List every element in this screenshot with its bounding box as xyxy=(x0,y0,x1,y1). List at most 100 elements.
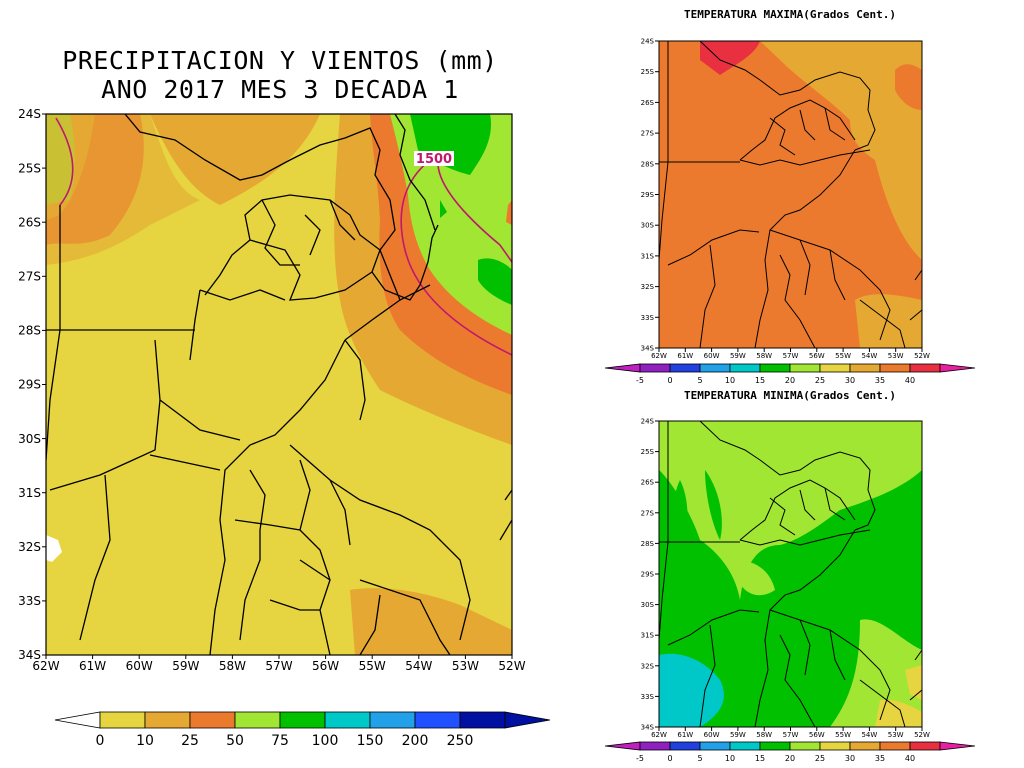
min-colorbar-swatch xyxy=(849,741,881,751)
max-lon-label: 54W xyxy=(861,352,877,360)
max-lat-label: 34S xyxy=(641,344,655,352)
min-colorbar-swatch xyxy=(789,741,821,751)
precip-colorbar-label: 150 xyxy=(357,733,384,749)
max-borders xyxy=(659,41,922,348)
precip-colorbar-swatch xyxy=(414,711,461,729)
max-lon-label: 60W xyxy=(704,352,720,360)
max-colorbar-swatch xyxy=(879,363,911,373)
min-se-lightgreen xyxy=(830,619,922,727)
precip-colorbar-label: 200 xyxy=(402,733,429,749)
min-colorbar-swatch xyxy=(699,741,731,751)
min-lon-label: 60W xyxy=(704,731,720,739)
max-lat-label: 33S xyxy=(641,314,655,322)
max-colorbar-label: 35 xyxy=(875,376,885,385)
max-temp-map xyxy=(659,41,922,348)
precip-lon-label: 52W xyxy=(498,659,525,673)
precip-colorbar-label: 75 xyxy=(271,733,289,749)
max-lat-label: 31S xyxy=(641,252,655,260)
precip-colorbar-swatch xyxy=(459,711,506,729)
precip-colorbar-swatch xyxy=(324,711,371,729)
min-lon-label: 53W xyxy=(888,731,904,739)
precip-lon-label: 57W xyxy=(265,659,292,673)
min-nw-green xyxy=(672,480,688,560)
min-lon-label: 57W xyxy=(783,731,799,739)
precip-colorbar-label: 250 xyxy=(447,733,474,749)
max-colorbar-high-arrow xyxy=(939,363,976,373)
precip-lon-label: 55W xyxy=(359,659,386,673)
precip-contour-east-b xyxy=(437,164,512,263)
min-lat-label: 25S xyxy=(641,448,655,456)
max-colorbar-label: 30 xyxy=(845,376,855,385)
min-sw-cyan xyxy=(659,653,724,727)
min-colorbar-swatch xyxy=(639,741,671,751)
max-lon-label: 56W xyxy=(809,352,825,360)
max-colorbar-label: 25 xyxy=(815,376,825,385)
contour-label-box xyxy=(414,151,454,166)
precip-lon-label: 53W xyxy=(452,659,479,673)
max-nw-red xyxy=(700,41,760,75)
precip-ne-green1 xyxy=(410,114,491,175)
max-colorbar-swatch xyxy=(669,363,701,373)
min-center-lightgreen xyxy=(735,560,775,596)
min-north-lightgreen xyxy=(659,421,922,600)
precip-colorbar-high-arrow xyxy=(504,711,551,729)
max-colorbar-label: -5 xyxy=(636,376,644,385)
precip-contour-east-a xyxy=(400,159,512,356)
max-lat-label: 24S xyxy=(641,37,655,45)
max-colorbar-swatch xyxy=(699,363,731,373)
max-lat-label: 26S xyxy=(641,99,655,107)
min-colorbar-swatch xyxy=(879,741,911,751)
precip-colorbar-swatch xyxy=(144,711,191,729)
precip-colorbar-label: 100 xyxy=(312,733,339,749)
max-colorbar-label: 10 xyxy=(725,376,735,385)
max-temp-title: TEMPERATURA MAXIMA(Grados Cent.) xyxy=(684,8,896,21)
precip-colorbar-label: 25 xyxy=(181,733,199,749)
min-colorbar-label: 15 xyxy=(755,754,765,763)
precip-lat-label: 24S xyxy=(18,107,41,121)
max-colorbar-label: 5 xyxy=(697,376,702,385)
precip-colorbar-swatch xyxy=(234,711,281,729)
precip-borders xyxy=(46,114,512,655)
precip-colorbar-label: 10 xyxy=(136,733,154,749)
min-lat-label: 32S xyxy=(641,662,655,670)
precip-east-orange xyxy=(506,200,512,225)
min-lon-label: 56W xyxy=(809,731,825,739)
precip-lat-label: 25S xyxy=(18,161,41,175)
min-lat-label: 24S xyxy=(641,417,655,425)
min-lon-label: 55W xyxy=(835,731,851,739)
precip-colorbar: 0 10 25 50 75 100 150 200 250 xyxy=(54,711,551,749)
max-ne-gold xyxy=(760,41,922,260)
precip-lon-label: 60W xyxy=(126,659,153,673)
min-lat-label: 31S xyxy=(641,632,655,640)
min-colorbar-label: 35 xyxy=(875,754,885,763)
max-colorbar-label: 40 xyxy=(905,376,915,385)
precip-lon-label: 62W xyxy=(32,659,59,673)
min-colorbar-swatch xyxy=(669,741,701,751)
max-lat-label: 29S xyxy=(641,191,655,199)
precip-lat-label: 34S xyxy=(18,648,41,662)
precip-lat-label: 26S xyxy=(18,215,41,229)
max-lat-label: 27S xyxy=(641,130,655,138)
min-se-yellow xyxy=(905,665,922,700)
precip-lon-label: 61W xyxy=(79,659,106,673)
min-lon-label: 61W xyxy=(677,731,693,739)
precip-ne-green2 xyxy=(478,258,512,305)
min-temp-map xyxy=(659,421,922,727)
min-borders xyxy=(659,421,922,727)
min-colorbar-label: -5 xyxy=(636,754,644,763)
max-lat-label: 30S xyxy=(641,222,655,230)
min-colorbar-high-arrow xyxy=(939,741,976,751)
main-map-title: PRECIPITACION Y VIENTOS (mm) ANO 2017 ME… xyxy=(55,46,505,104)
min-colorbar-label: 5 xyxy=(697,754,702,763)
min-west-green xyxy=(705,470,722,540)
min-lon-label: 52W xyxy=(914,731,930,739)
max-colorbar-swatch xyxy=(909,363,941,373)
min-se-yellow2 xyxy=(875,699,922,727)
min-temp-colorbar: -5 0 5 10 15 20 25 30 35 40 xyxy=(604,741,976,763)
min-lon-label: 54W xyxy=(861,731,877,739)
precip-colorbar-swatch xyxy=(189,711,236,729)
precip-lat-label: 30S xyxy=(18,432,41,446)
